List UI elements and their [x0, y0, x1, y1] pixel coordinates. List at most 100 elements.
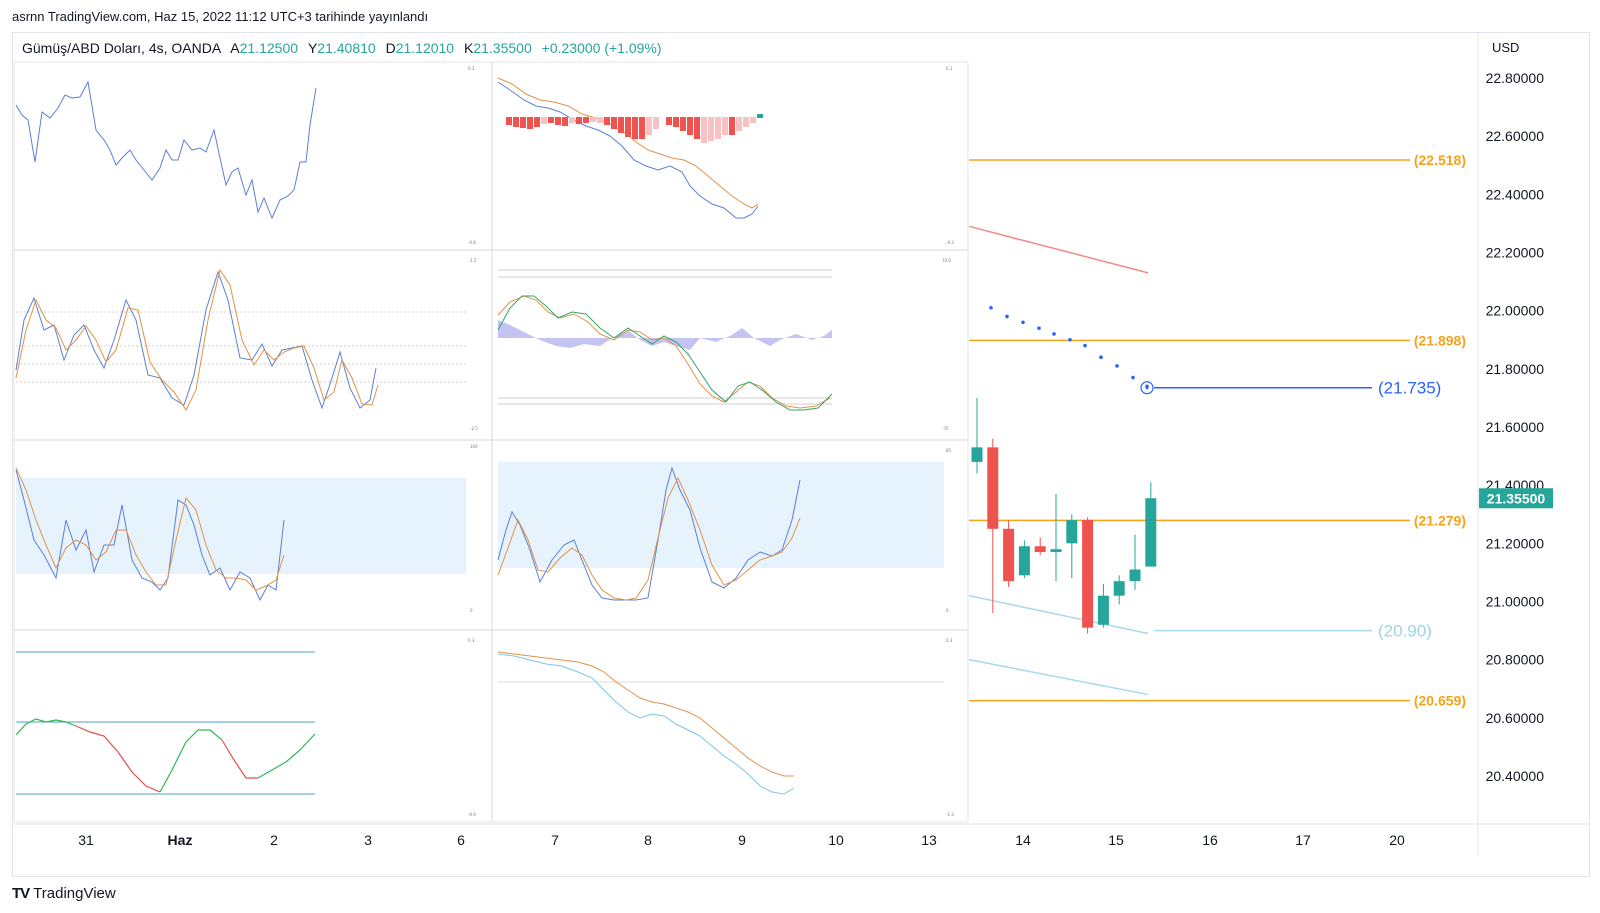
channel-mid-line [968, 594, 1149, 635]
y-tick-label: 22.80000 [1486, 70, 1545, 86]
y-tick-label: 22.40000 [1486, 186, 1545, 202]
svg-text:100: 100 [470, 444, 478, 449]
time-axis[interactable]: 31 Haz 2 3 6 7 8 9 10 13 14 15 16 17 20 [78, 832, 1405, 848]
x-tick-label: Haz [168, 832, 193, 848]
target-marker [1140, 381, 1154, 395]
fib-levels: (22.518) (21.898) (21.279) (20.659) (21.735)… [969, 152, 1466, 709]
x-tick-label: 14 [1015, 832, 1031, 848]
candle-body [1066, 520, 1078, 544]
svg-text:-0.9: -0.9 [468, 812, 476, 817]
close-value: 21.35500 [473, 40, 532, 56]
svg-text:0.3: 0.3 [468, 638, 475, 643]
sar-dot [1131, 375, 1135, 380]
y-tick-label: 22.20000 [1486, 245, 1545, 261]
x-tick-label: 16 [1202, 832, 1218, 848]
y-tick-label: 21.20000 [1486, 535, 1545, 551]
tradingview-brand[interactable]: TV TradingView [12, 885, 116, 902]
level-label: (21.279) [1414, 512, 1466, 528]
level-label: (20.659) [1414, 693, 1466, 709]
open-label: A [230, 40, 240, 56]
y-tick-label: 20.60000 [1486, 710, 1545, 726]
currency-label[interactable]: USD [1492, 40, 1520, 55]
low-label: D [385, 40, 396, 56]
svg-text:-0.3: -0.3 [946, 240, 954, 245]
level-label: (22.518) [1414, 152, 1466, 168]
candle-body [1097, 595, 1109, 625]
candle-body [1003, 528, 1015, 582]
svg-text:-0.8: -0.8 [468, 240, 476, 245]
x-tick-label: 2 [270, 832, 278, 848]
candle-body [1082, 520, 1094, 628]
sar-dot [1037, 326, 1041, 330]
low-value: 21.12010 [395, 40, 455, 56]
x-tick-label: 7 [551, 832, 559, 848]
candle-body [1113, 581, 1125, 596]
y-tick-label: 21.00000 [1486, 594, 1545, 610]
change-value: +0.23000 (+1.09%) [541, 40, 662, 56]
sar-dot [1005, 314, 1009, 319]
candlestick-series [971, 397, 1157, 634]
candle-body [1129, 569, 1141, 582]
candle-body [971, 447, 983, 462]
sar-dot [1052, 332, 1056, 336]
svg-text:0.3: 0.3 [468, 66, 475, 71]
channel-upper-line [968, 225, 1149, 274]
y-tick-label: 22.60000 [1486, 128, 1545, 144]
sar-dot [1115, 364, 1119, 368]
svg-text:-70: -70 [942, 426, 949, 431]
channel-lower-line [968, 658, 1149, 696]
svg-text:2.5: 2.5 [470, 258, 477, 263]
x-tick-label: 20 [1389, 832, 1405, 848]
target-label: (21.735) [1378, 379, 1441, 398]
svg-text:0.3: 0.3 [946, 638, 953, 643]
last-price-badge [1479, 488, 1553, 509]
candle-body [1018, 546, 1030, 576]
symbol-name[interactable]: Gümüş/ABD Doları, 4s, OANDA [22, 40, 221, 56]
svg-text:70.0: 70.0 [942, 258, 951, 263]
published-caption: asrnn TradingView.com, Haz 15, 2022 11:1… [12, 9, 429, 24]
high-label: Y [307, 40, 318, 56]
high-value: 21.40810 [317, 40, 376, 56]
sar-dot [1145, 384, 1149, 389]
x-tick-label: 9 [738, 832, 746, 848]
y-tick-label: 22.00000 [1486, 303, 1545, 319]
sar-dot [1021, 320, 1025, 325]
y-tick-label: 21.80000 [1486, 361, 1545, 377]
parabolic-sar [975, 305, 1149, 453]
indicator-panels-image: 0.3 -0.8 0.1 -0.3 2.5 -2.5 70.0 -70 100 0 85 0… [13, 61, 969, 823]
y-tick-label: 20.40000 [1486, 768, 1545, 784]
svg-text:0.1: 0.1 [946, 66, 953, 71]
symbol-legend: Gümüş/ABD Doları, 4s, OANDA A21.12500 Y2… [22, 40, 662, 56]
candle-body [1145, 498, 1157, 567]
y-tick-label: 21.60000 [1486, 419, 1545, 435]
svg-text:-2.5: -2.5 [470, 426, 478, 431]
x-tick-label: 8 [644, 832, 652, 848]
regression-channel [968, 225, 1149, 696]
x-tick-label: 13 [921, 832, 937, 848]
chart-frame [12, 32, 1590, 877]
sar-dot [989, 305, 993, 310]
open-value: 21.12500 [239, 40, 299, 56]
svg-text:85: 85 [946, 448, 952, 453]
price-axis[interactable]: 22.80000 22.60000 22.40000 22.20000 22.00000… [1479, 70, 1553, 784]
tradingview-logo-icon: TV [12, 885, 30, 902]
candle-body [987, 447, 999, 529]
level-label: (21.898) [1414, 332, 1466, 348]
x-tick-label: 3 [364, 832, 372, 848]
svg-text:-1.3: -1.3 [946, 812, 954, 817]
x-tick-label: 15 [1108, 832, 1124, 848]
x-tick-label: 10 [828, 832, 844, 848]
svg-text:0: 0 [470, 608, 473, 613]
brand-name: TradingView [33, 885, 116, 902]
close-label: K [464, 40, 474, 56]
support-label: (20.90) [1378, 622, 1432, 641]
candle-body [1050, 549, 1062, 553]
sar-dot [1099, 355, 1103, 360]
y-tick-label: 20.80000 [1486, 652, 1545, 668]
x-tick-label: 17 [1295, 832, 1311, 848]
x-tick-label: 31 [78, 832, 94, 848]
x-tick-label: 6 [457, 832, 465, 848]
sar-dot [1068, 337, 1072, 342]
svg-text:0: 0 [946, 608, 949, 613]
